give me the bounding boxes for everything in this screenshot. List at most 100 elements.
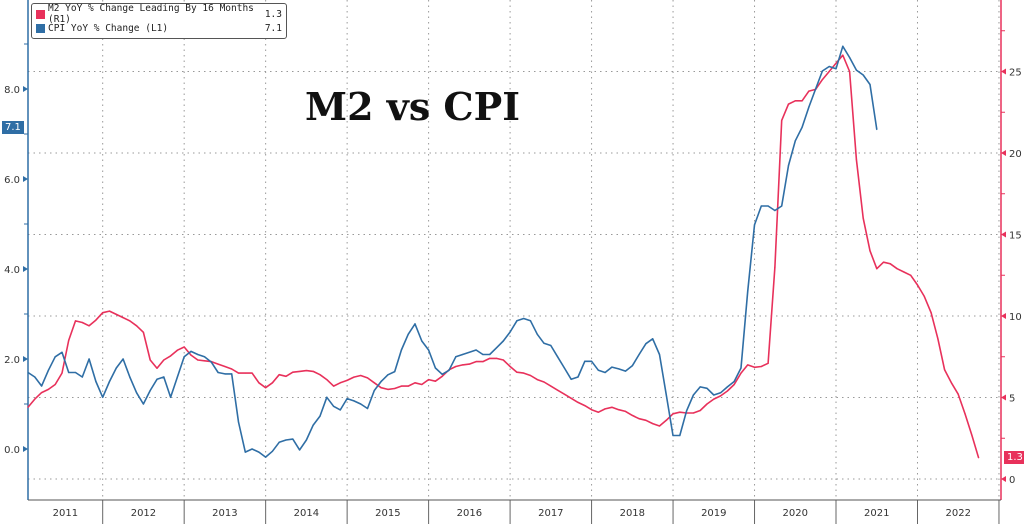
- m2-point: [767, 362, 769, 364]
- cpi-point: [149, 389, 151, 392]
- legend-item-m2[interactable]: M2 YoY % Change Leading By 16 Months (R1…: [36, 3, 282, 25]
- m2-point: [441, 375, 443, 377]
- m2-point: [699, 409, 701, 412]
- cpi-point: [265, 456, 267, 458]
- cpi-point: [271, 450, 274, 452]
- cpi-point: [604, 371, 606, 374]
- cpi-point: [251, 448, 253, 450]
- cpi-point: [719, 392, 722, 394]
- m2-point: [81, 321, 83, 324]
- legend-value-m2: 1.3: [264, 8, 282, 20]
- right-tick-label: 15: [1009, 231, 1022, 242]
- m2-point: [278, 374, 280, 376]
- m2-point: [34, 398, 36, 400]
- m2-point: [855, 158, 857, 161]
- m2-point: [937, 338, 939, 340]
- cpi-point: [434, 367, 436, 369]
- m2-point: [692, 412, 695, 414]
- cpi-series-line: [27, 45, 878, 458]
- m2-point: [414, 382, 416, 384]
- cpi-point: [122, 358, 124, 360]
- cpi-point: [801, 126, 803, 128]
- m2-point: [828, 70, 830, 73]
- m2-point: [781, 119, 783, 121]
- m2-point: [631, 414, 633, 417]
- cpi-point: [169, 396, 172, 398]
- legend-value-cpi: 7.1: [264, 22, 282, 34]
- m2-point: [251, 372, 253, 374]
- m2-point: [61, 372, 63, 374]
- cpi-point: [529, 320, 532, 322]
- legend-item-cpi[interactable]: CPI YoY % Change (L1) 7.1: [36, 21, 282, 35]
- cpi-point: [713, 394, 715, 396]
- m2-point: [821, 79, 824, 81]
- legend: M2 YoY % Change Leading By 16 Months (R1…: [31, 3, 287, 39]
- m2-point: [862, 217, 864, 219]
- cpi-point: [81, 376, 83, 378]
- m2-last-value-tag: 1.3: [1004, 451, 1024, 464]
- m2-point: [774, 266, 776, 268]
- cpi-point: [292, 438, 294, 440]
- cpi-last-value-tag: 7.1: [2, 121, 24, 134]
- cpi-point: [88, 358, 90, 360]
- left-tick-marker: [23, 86, 28, 92]
- m2-point: [529, 374, 532, 377]
- m2-point: [407, 385, 409, 387]
- cpi-point: [516, 320, 518, 322]
- cpi-point: [482, 353, 484, 356]
- m2-point: [923, 295, 925, 298]
- cpi-point: [543, 342, 545, 344]
- cpi-point: [631, 365, 633, 367]
- cpi-point: [428, 349, 430, 351]
- m2-point: [68, 339, 70, 342]
- cpi-point: [815, 88, 817, 90]
- cpi-point: [190, 350, 192, 352]
- cpi-point: [461, 353, 464, 356]
- right-tick-marker: [1001, 476, 1006, 482]
- m2-point: [944, 369, 946, 371]
- m2-point: [760, 365, 762, 368]
- cpi-point: [706, 387, 708, 389]
- m2-point: [285, 375, 287, 377]
- m2-point: [719, 395, 722, 397]
- cpi-point: [332, 405, 335, 407]
- m2-point: [536, 378, 538, 381]
- cpi-point: [475, 349, 477, 351]
- cpi-point: [740, 367, 742, 369]
- m2-point: [740, 372, 742, 374]
- cpi-point: [842, 45, 844, 47]
- m2-point: [102, 312, 104, 314]
- m2-point: [387, 388, 389, 390]
- m2-point: [360, 374, 362, 377]
- m2-point: [271, 382, 274, 384]
- m2-point: [305, 370, 307, 372]
- cpi-point: [407, 333, 409, 335]
- cpi-point: [278, 441, 280, 443]
- cpi-point: [611, 366, 613, 368]
- m2-point: [136, 325, 138, 327]
- cpi-point: [441, 373, 443, 375]
- right-tick-marker: [1001, 394, 1006, 401]
- m2-point: [108, 310, 111, 312]
- left-tick-marker: [23, 356, 28, 362]
- cpi-point: [305, 439, 307, 441]
- cpi-point: [679, 434, 681, 437]
- cpi-point: [618, 368, 620, 370]
- m2-point: [672, 413, 674, 415]
- right-tick-marker: [1001, 231, 1006, 238]
- cpi-point: [584, 360, 586, 362]
- cpi-point: [808, 106, 810, 108]
- cpi-point: [699, 386, 701, 388]
- m2-point: [346, 379, 348, 381]
- m2-point: [876, 268, 878, 270]
- m2-point: [176, 349, 178, 351]
- m2-point: [523, 372, 525, 374]
- cpi-point: [210, 361, 212, 363]
- cpi-point: [753, 224, 756, 226]
- m2-point: [652, 422, 654, 425]
- cpi-point: [102, 396, 104, 398]
- cpi-point: [27, 371, 29, 374]
- right-tick-marker: [1001, 68, 1006, 75]
- cpi-point: [597, 369, 599, 371]
- cpi-point: [733, 380, 735, 383]
